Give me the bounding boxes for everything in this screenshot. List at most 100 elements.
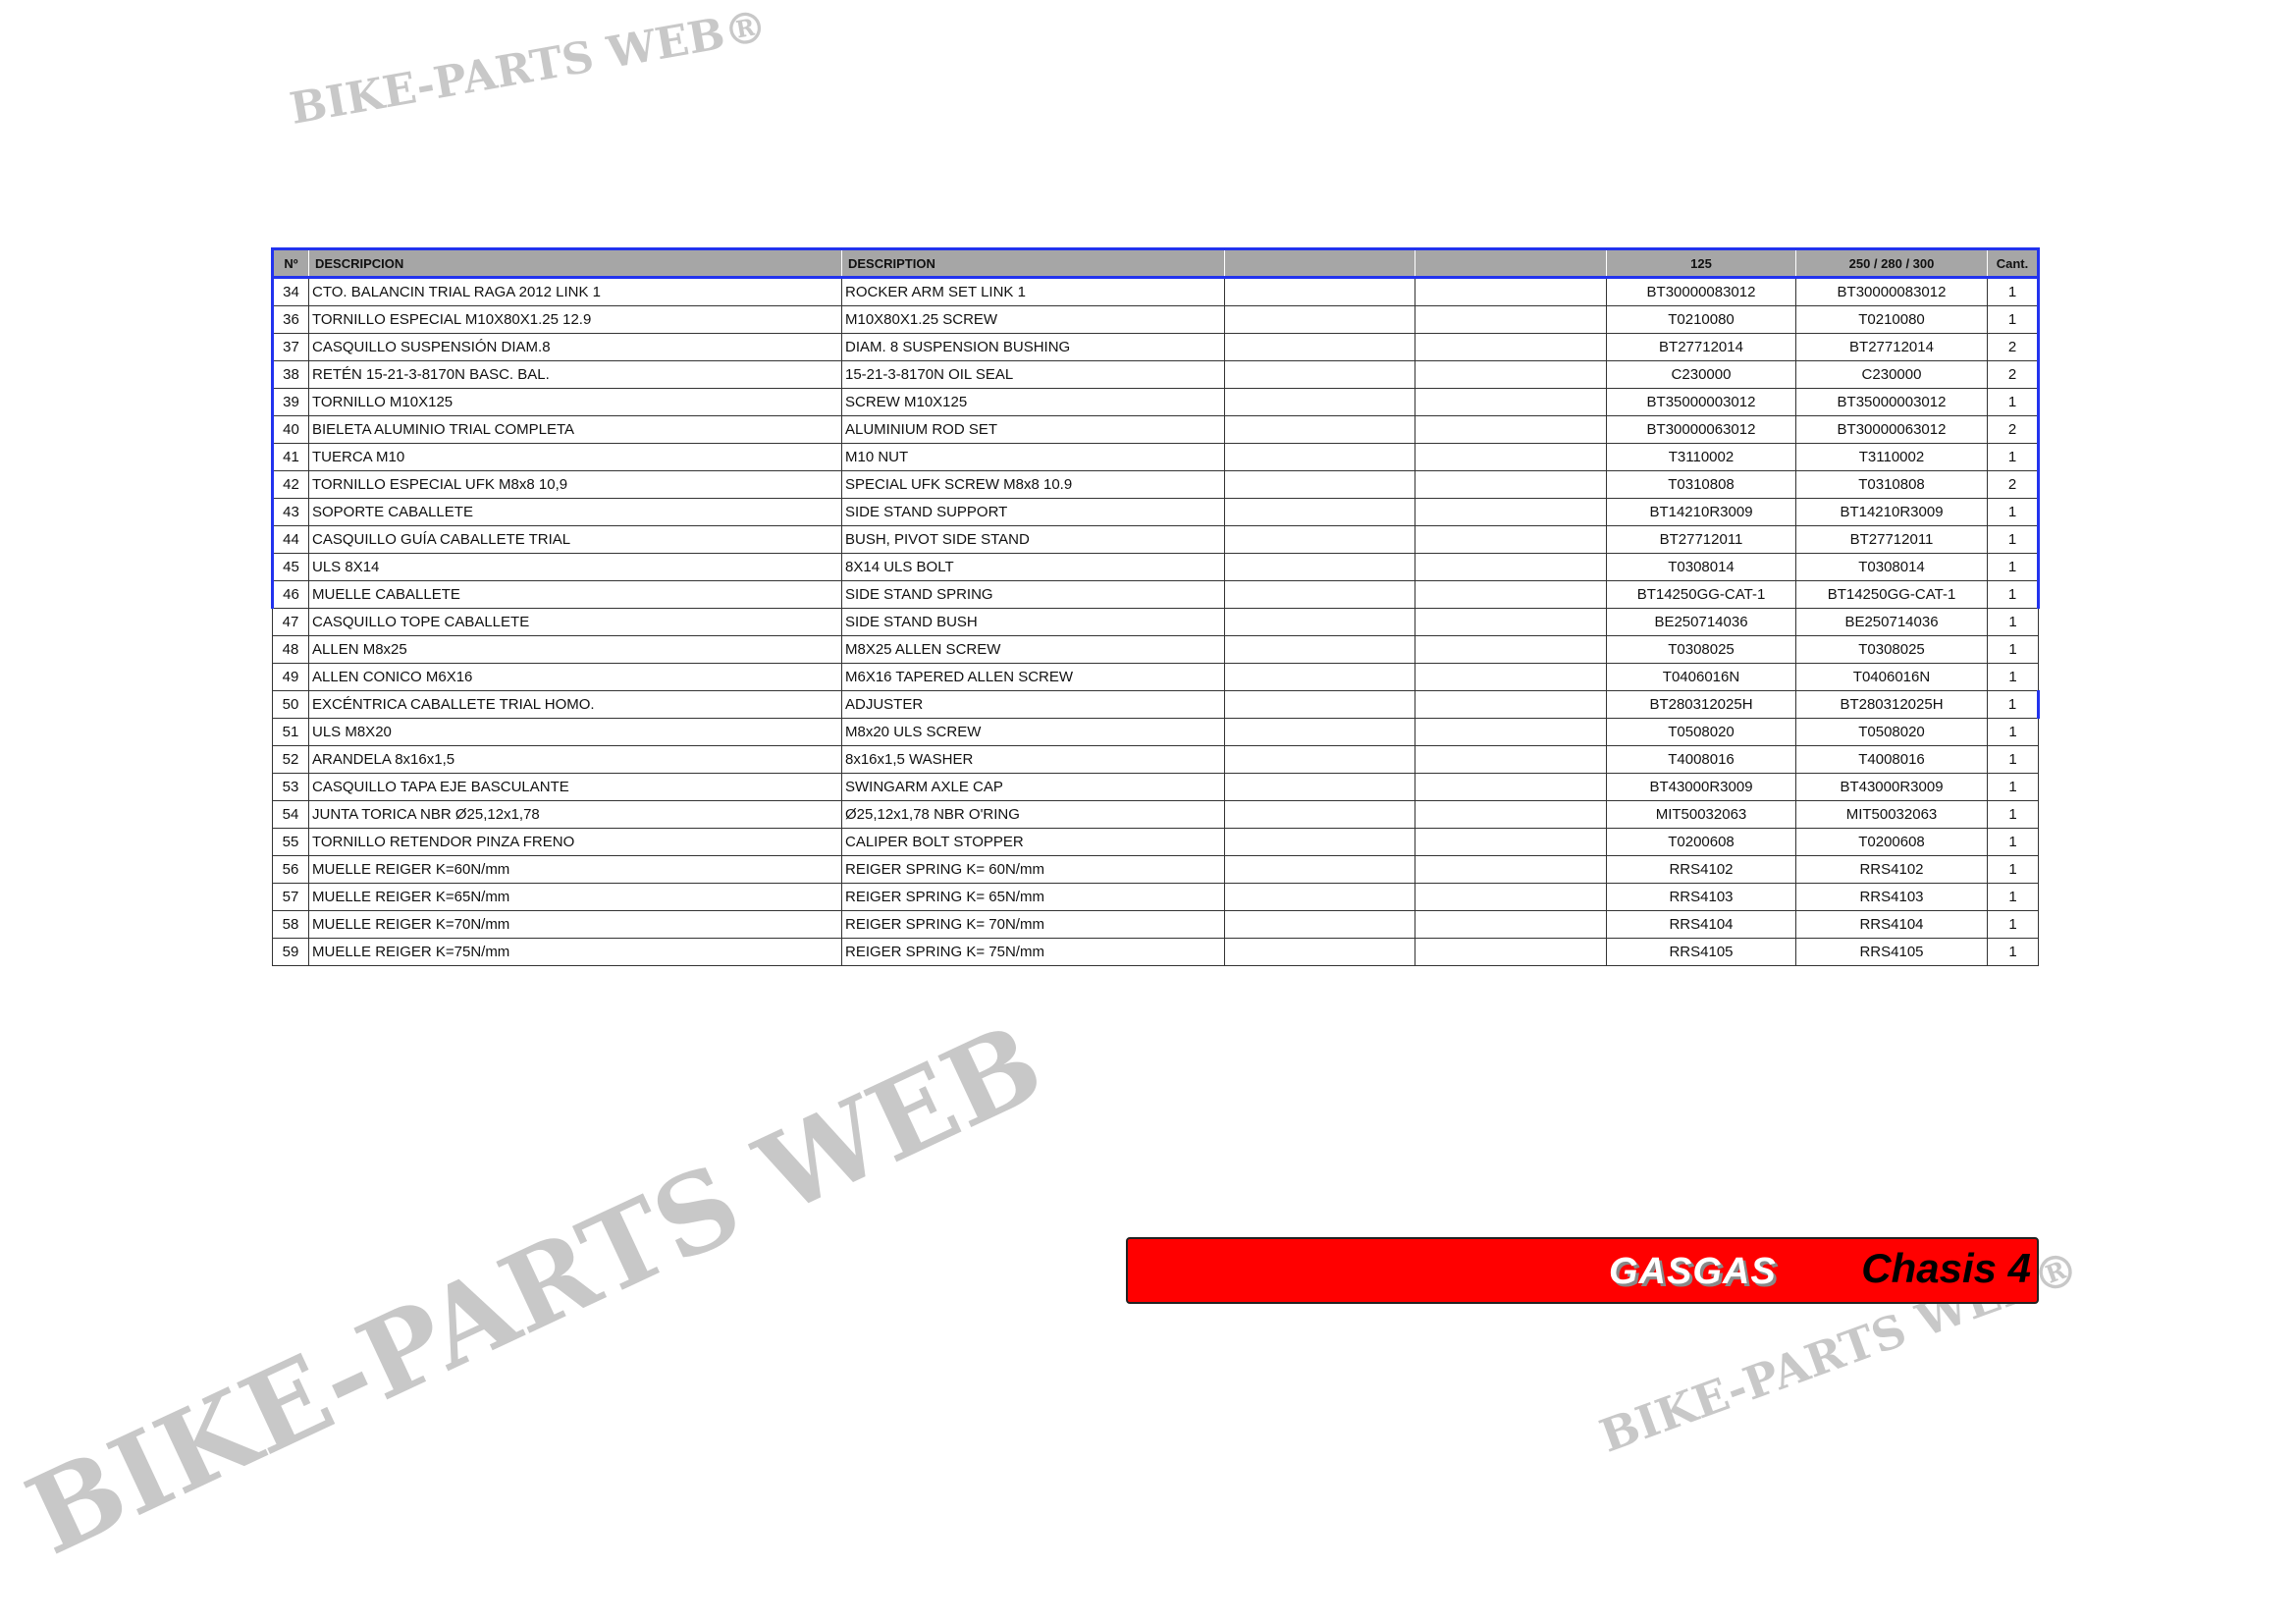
- cell-col-no: 55: [272, 828, 309, 856]
- cell-col-250-280-300: C230000: [1795, 360, 1988, 389]
- table-row: 37 CASQUILLO SUSPENSIÓN DIAM.8 DIAM. 8 SUS…: [271, 333, 2040, 361]
- cell-col-125: RRS4103: [1606, 883, 1796, 911]
- cell-col-125: T0210080: [1606, 305, 1796, 334]
- cell-col-250-280-300: BT27712014: [1795, 333, 1988, 361]
- cell-col-blank-1: [1224, 855, 1415, 884]
- cell-col-250-280-300: BT43000R3009: [1795, 773, 1988, 801]
- cell-col-250-280-300: T0308025: [1795, 635, 1988, 664]
- cell-col-blank-2: [1415, 277, 1607, 306]
- cell-col-descripcion: TORNILLO ESPECIAL UFK M8x8 10,9: [308, 470, 842, 499]
- cell-col-descripcion: TORNILLO ESPECIAL M10X80X1.25 12.9: [308, 305, 842, 334]
- cell-col-descripcion: CASQUILLO TOPE CABALLETE: [308, 608, 842, 636]
- cell-col-no: 57: [272, 883, 309, 911]
- cell-col-no: 47: [272, 608, 309, 636]
- cell-col-cant: 2: [1987, 470, 2040, 499]
- cell-col-250-280-300: T4008016: [1795, 745, 1988, 774]
- cell-col-blank-1: [1224, 883, 1415, 911]
- header-col-blank-2: [1415, 247, 1607, 279]
- cell-col-125: BT27712011: [1606, 525, 1796, 554]
- cell-col-description: Ø25,12x1,78 NBR O'RING: [841, 800, 1225, 829]
- table-row: 50 EXCÉNTRICA CABALLETE TRIAL HOMO. ADJUST…: [272, 690, 2040, 719]
- table-row: 49 ALLEN CONICO M6X16 M6X16 TAPERED ALLEN …: [272, 663, 2039, 691]
- cell-col-blank-1: [1224, 580, 1415, 609]
- cell-col-125: MIT50032063: [1606, 800, 1796, 829]
- cell-col-cant: 1: [1987, 443, 2040, 471]
- table-row: 55 TORNILLO RETENDOR PINZA FRENO CALIPER B…: [272, 828, 2039, 856]
- cell-col-blank-1: [1224, 690, 1415, 719]
- cell-col-descripcion: JUNTA TORICA NBR Ø25,12x1,78: [308, 800, 842, 829]
- cell-col-cant: 1: [1987, 883, 2039, 911]
- cell-col-cant: 1: [1987, 553, 2040, 581]
- cell-col-no: 38: [271, 360, 309, 389]
- header-col-125: 125: [1606, 247, 1796, 279]
- cell-col-blank-1: [1224, 360, 1415, 389]
- cell-col-125: BT280312025H: [1606, 690, 1796, 719]
- cell-col-cant: 2: [1987, 333, 2040, 361]
- cell-col-blank-2: [1415, 800, 1607, 829]
- header-col-cant: Cant.: [1987, 247, 2040, 279]
- table-row: 34 CTO. BALANCIN TRIAL RAGA 2012 LINK 1 RO…: [271, 277, 2040, 306]
- cell-col-cant: 1: [1987, 690, 2040, 719]
- cell-col-no: 46: [271, 580, 309, 609]
- header-col-250-280-300: 250 / 280 / 300: [1795, 247, 1988, 279]
- table-row: 48 ALLEN M8x25 M8X25 ALLEN SCREW T0308025 T0…: [272, 635, 2039, 664]
- cell-col-no: 39: [271, 388, 309, 416]
- cell-col-125: BT35000003012: [1606, 388, 1796, 416]
- cell-col-blank-2: [1415, 635, 1607, 664]
- cell-col-descripcion: CASQUILLO TAPA EJE BASCULANTE: [308, 773, 842, 801]
- cell-col-description: SIDE STAND SPRING: [841, 580, 1225, 609]
- cell-col-blank-1: [1224, 910, 1415, 939]
- cell-col-125: T0508020: [1606, 718, 1796, 746]
- table-row: 44 CASQUILLO GUÍA CABALLETE TRIAL BUSH, PI…: [271, 525, 2040, 554]
- cell-col-250-280-300: BT30000083012: [1795, 277, 1988, 306]
- cell-col-no: 58: [272, 910, 309, 939]
- cell-col-blank-2: [1415, 415, 1607, 444]
- cell-col-blank-1: [1224, 525, 1415, 554]
- cell-col-no: 40: [271, 415, 309, 444]
- cell-col-description: REIGER SPRING K= 60N/mm: [841, 855, 1225, 884]
- table-row: 39 TORNILLO M10X125 SCREW M10X125 BT3500000…: [271, 388, 2040, 416]
- cell-col-descripcion: CTO. BALANCIN TRIAL RAGA 2012 LINK 1: [308, 277, 842, 306]
- cell-col-cant: 1: [1987, 498, 2040, 526]
- cell-col-descripcion: MUELLE CABALLETE: [308, 580, 842, 609]
- table-row: 57 MUELLE REIGER K=65N/mm REIGER SPRING K=…: [272, 883, 2039, 911]
- section-title: Chasis 4: [1861, 1245, 2031, 1291]
- cell-col-125: T3110002: [1606, 443, 1796, 471]
- cell-col-blank-1: [1224, 277, 1415, 306]
- table-row: 59 MUELLE REIGER K=75N/mm REIGER SPRING K=…: [272, 938, 2039, 966]
- cell-col-cant: 1: [1987, 773, 2039, 801]
- cell-col-blank-1: [1224, 333, 1415, 361]
- cell-col-no: 51: [272, 718, 309, 746]
- table-row: 42 TORNILLO ESPECIAL UFK M8x8 10,9 SPECIAL…: [271, 470, 2040, 499]
- cell-col-descripcion: RETÉN 15-21-3-8170N BASC. BAL.: [308, 360, 842, 389]
- cell-col-descripcion: MUELLE REIGER K=70N/mm: [308, 910, 842, 939]
- footer-banner: GASGAS Chasis 4: [1126, 1237, 2039, 1304]
- cell-col-no: 52: [272, 745, 309, 774]
- cell-col-cant: 1: [1987, 910, 2039, 939]
- cell-col-125: RRS4105: [1606, 938, 1796, 966]
- gasgas-logo: GASGAS: [1609, 1251, 1777, 1292]
- cell-col-description: DIAM. 8 SUSPENSION BUSHING: [841, 333, 1225, 361]
- cell-col-125: T0200608: [1606, 828, 1796, 856]
- table-row: 52 ARANDELA 8x16x1,5 8x16x1,5 WASHER T40080…: [272, 745, 2039, 774]
- cell-col-descripcion: SOPORTE CABALLETE: [308, 498, 842, 526]
- cell-col-description: SIDE STAND BUSH: [841, 608, 1225, 636]
- cell-col-blank-2: [1415, 718, 1607, 746]
- cell-col-125: RRS4104: [1606, 910, 1796, 939]
- cell-col-blank-2: [1415, 333, 1607, 361]
- cell-col-description: M10 NUT: [841, 443, 1225, 471]
- cell-col-blank-1: [1224, 800, 1415, 829]
- cell-col-description: 8X14 ULS BOLT: [841, 553, 1225, 581]
- cell-col-250-280-300: BT14210R3009: [1795, 498, 1988, 526]
- cell-col-125: BT14210R3009: [1606, 498, 1796, 526]
- cell-col-blank-1: [1224, 388, 1415, 416]
- cell-col-cant: 1: [1987, 388, 2040, 416]
- cell-col-cant: 1: [1987, 580, 2040, 609]
- cell-col-descripcion: TORNILLO M10X125: [308, 388, 842, 416]
- watermark-main: BIKE-PARTS WEB: [9, 999, 1060, 1580]
- cell-col-description: ALUMINIUM ROD SET: [841, 415, 1225, 444]
- cell-col-description: M8X25 ALLEN SCREW: [841, 635, 1225, 664]
- table-row: 45 ULS 8X14 8X14 ULS BOLT T0308014 T0308014 1: [271, 553, 2040, 581]
- cell-col-descripcion: TUERCA M10: [308, 443, 842, 471]
- cell-col-250-280-300: BT14250GG-CAT-1: [1795, 580, 1988, 609]
